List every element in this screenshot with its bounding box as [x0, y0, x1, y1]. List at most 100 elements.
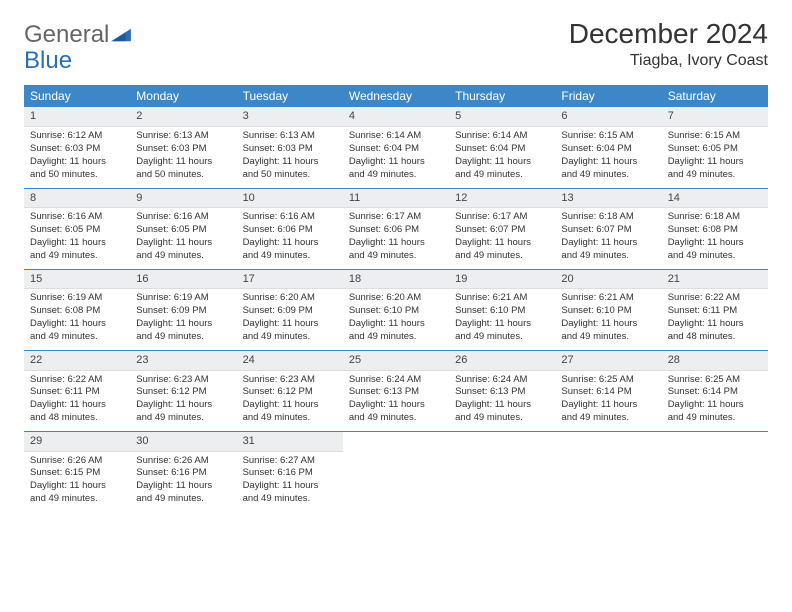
day-cell: 4Sunrise: 6:14 AMSunset: 6:04 PMDaylight… — [343, 107, 449, 188]
day-cell: 7Sunrise: 6:15 AMSunset: 6:05 PMDaylight… — [662, 107, 768, 188]
sunrise-text: Sunrise: 6:26 AM — [136, 455, 230, 468]
day-cell: 12Sunrise: 6:17 AMSunset: 6:07 PMDayligh… — [449, 189, 555, 270]
sunrise-text: Sunrise: 6:16 AM — [243, 211, 337, 224]
day-content: Sunrise: 6:19 AMSunset: 6:08 PMDaylight:… — [24, 289, 130, 349]
day-number: 10 — [237, 189, 343, 209]
day-number: 31 — [237, 432, 343, 452]
day-number: 1 — [24, 107, 130, 127]
day-number: 7 — [662, 107, 768, 127]
sunset-text: Sunset: 6:13 PM — [349, 386, 443, 399]
day-number: 28 — [662, 351, 768, 371]
sunset-text: Sunset: 6:06 PM — [243, 224, 337, 237]
day-content: Sunrise: 6:17 AMSunset: 6:07 PMDaylight:… — [449, 208, 555, 268]
weekday-header: Monday — [130, 85, 236, 107]
day-cell: 26Sunrise: 6:24 AMSunset: 6:13 PMDayligh… — [449, 351, 555, 432]
day-content: Sunrise: 6:21 AMSunset: 6:10 PMDaylight:… — [555, 289, 661, 349]
week-row: 15Sunrise: 6:19 AMSunset: 6:08 PMDayligh… — [24, 270, 768, 351]
sunset-text: Sunset: 6:09 PM — [243, 305, 337, 318]
sunset-text: Sunset: 6:04 PM — [455, 143, 549, 156]
day-number: 30 — [130, 432, 236, 452]
day-cell: 15Sunrise: 6:19 AMSunset: 6:08 PMDayligh… — [24, 270, 130, 351]
daylight-text: Daylight: 11 hours and 49 minutes. — [30, 318, 124, 344]
day-content: Sunrise: 6:25 AMSunset: 6:14 PMDaylight:… — [662, 371, 768, 431]
day-content: Sunrise: 6:15 AMSunset: 6:04 PMDaylight:… — [555, 127, 661, 187]
sunset-text: Sunset: 6:11 PM — [668, 305, 762, 318]
day-number: 29 — [24, 432, 130, 452]
day-content: Sunrise: 6:23 AMSunset: 6:12 PMDaylight:… — [237, 371, 343, 431]
sunset-text: Sunset: 6:05 PM — [668, 143, 762, 156]
day-content: Sunrise: 6:13 AMSunset: 6:03 PMDaylight:… — [130, 127, 236, 187]
day-number: 17 — [237, 270, 343, 290]
day-number: 6 — [555, 107, 661, 127]
sunset-text: Sunset: 6:10 PM — [455, 305, 549, 318]
day-content: Sunrise: 6:13 AMSunset: 6:03 PMDaylight:… — [237, 127, 343, 187]
day-content: Sunrise: 6:20 AMSunset: 6:09 PMDaylight:… — [237, 289, 343, 349]
weekday-header: Tuesday — [237, 85, 343, 107]
day-number: 15 — [24, 270, 130, 290]
sunrise-text: Sunrise: 6:26 AM — [30, 455, 124, 468]
month-title: December 2024 — [569, 18, 768, 50]
sunrise-text: Sunrise: 6:13 AM — [243, 130, 337, 143]
day-cell: .. — [662, 432, 768, 512]
sunrise-text: Sunrise: 6:25 AM — [561, 374, 655, 387]
calendar-table: Sunday Monday Tuesday Wednesday Thursday… — [24, 85, 768, 511]
sunrise-text: Sunrise: 6:15 AM — [561, 130, 655, 143]
day-content: Sunrise: 6:20 AMSunset: 6:10 PMDaylight:… — [343, 289, 449, 349]
day-cell: 6Sunrise: 6:15 AMSunset: 6:04 PMDaylight… — [555, 107, 661, 188]
sunset-text: Sunset: 6:16 PM — [136, 467, 230, 480]
week-row: 22Sunrise: 6:22 AMSunset: 6:11 PMDayligh… — [24, 351, 768, 432]
day-cell: 31Sunrise: 6:27 AMSunset: 6:16 PMDayligh… — [237, 432, 343, 512]
day-number: 24 — [237, 351, 343, 371]
day-cell: 22Sunrise: 6:22 AMSunset: 6:11 PMDayligh… — [24, 351, 130, 432]
daylight-text: Daylight: 11 hours and 49 minutes. — [668, 237, 762, 263]
sunrise-text: Sunrise: 6:21 AM — [455, 292, 549, 305]
daylight-text: Daylight: 11 hours and 48 minutes. — [30, 399, 124, 425]
logo-text-2: Blue — [24, 47, 72, 74]
logo-triangle-icon — [111, 23, 133, 48]
daylight-text: Daylight: 11 hours and 49 minutes. — [136, 399, 230, 425]
sunrise-text: Sunrise: 6:24 AM — [455, 374, 549, 387]
day-number: 22 — [24, 351, 130, 371]
daylight-text: Daylight: 11 hours and 49 minutes. — [561, 237, 655, 263]
sunset-text: Sunset: 6:10 PM — [561, 305, 655, 318]
day-cell: 10Sunrise: 6:16 AMSunset: 6:06 PMDayligh… — [237, 189, 343, 270]
sunset-text: Sunset: 6:03 PM — [136, 143, 230, 156]
day-content: Sunrise: 6:16 AMSunset: 6:05 PMDaylight:… — [24, 208, 130, 268]
logo: GeneralBlue — [24, 18, 133, 73]
daylight-text: Daylight: 11 hours and 49 minutes. — [455, 156, 549, 182]
day-cell: 28Sunrise: 6:25 AMSunset: 6:14 PMDayligh… — [662, 351, 768, 432]
daylight-text: Daylight: 11 hours and 49 minutes. — [561, 399, 655, 425]
daylight-text: Daylight: 11 hours and 49 minutes. — [561, 156, 655, 182]
day-cell: 13Sunrise: 6:18 AMSunset: 6:07 PMDayligh… — [555, 189, 661, 270]
day-number: 8 — [24, 189, 130, 209]
sunset-text: Sunset: 6:06 PM — [349, 224, 443, 237]
day-content: Sunrise: 6:16 AMSunset: 6:05 PMDaylight:… — [130, 208, 236, 268]
day-content: Sunrise: 6:18 AMSunset: 6:08 PMDaylight:… — [662, 208, 768, 268]
sunrise-text: Sunrise: 6:27 AM — [243, 455, 337, 468]
sunset-text: Sunset: 6:05 PM — [30, 224, 124, 237]
sunset-text: Sunset: 6:15 PM — [30, 467, 124, 480]
sunset-text: Sunset: 6:12 PM — [136, 386, 230, 399]
sunrise-text: Sunrise: 6:14 AM — [455, 130, 549, 143]
day-content: Sunrise: 6:27 AMSunset: 6:16 PMDaylight:… — [237, 452, 343, 512]
sunrise-text: Sunrise: 6:12 AM — [30, 130, 124, 143]
day-cell: 23Sunrise: 6:23 AMSunset: 6:12 PMDayligh… — [130, 351, 236, 432]
day-cell: 8Sunrise: 6:16 AMSunset: 6:05 PMDaylight… — [24, 189, 130, 270]
sunset-text: Sunset: 6:09 PM — [136, 305, 230, 318]
week-row: 29Sunrise: 6:26 AMSunset: 6:15 PMDayligh… — [24, 432, 768, 512]
day-cell: 2Sunrise: 6:13 AMSunset: 6:03 PMDaylight… — [130, 107, 236, 188]
title-block: December 2024 Tiagba, Ivory Coast — [569, 18, 768, 70]
daylight-text: Daylight: 11 hours and 49 minutes. — [30, 480, 124, 506]
sunset-text: Sunset: 6:11 PM — [30, 386, 124, 399]
sunset-text: Sunset: 6:10 PM — [349, 305, 443, 318]
sunset-text: Sunset: 6:08 PM — [30, 305, 124, 318]
daylight-text: Daylight: 11 hours and 49 minutes. — [455, 399, 549, 425]
day-cell: 5Sunrise: 6:14 AMSunset: 6:04 PMDaylight… — [449, 107, 555, 188]
day-number: 20 — [555, 270, 661, 290]
day-cell: 17Sunrise: 6:20 AMSunset: 6:09 PMDayligh… — [237, 270, 343, 351]
day-content: Sunrise: 6:26 AMSunset: 6:15 PMDaylight:… — [24, 452, 130, 512]
sunset-text: Sunset: 6:08 PM — [668, 224, 762, 237]
daylight-text: Daylight: 11 hours and 50 minutes. — [136, 156, 230, 182]
day-cell: 19Sunrise: 6:21 AMSunset: 6:10 PMDayligh… — [449, 270, 555, 351]
sunrise-text: Sunrise: 6:23 AM — [136, 374, 230, 387]
